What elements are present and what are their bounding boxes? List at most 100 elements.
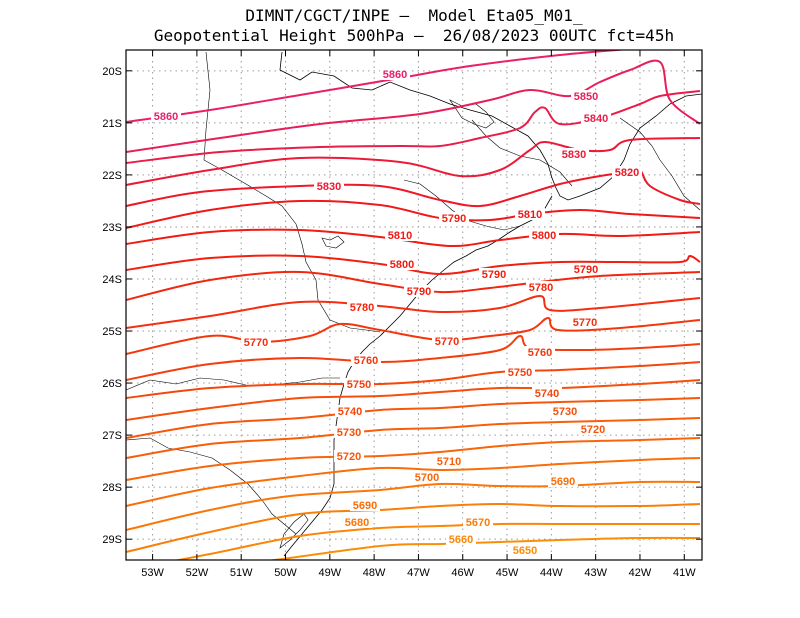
contour-line-5710	[126, 417, 701, 459]
state-border	[471, 119, 573, 187]
contour-label: 5670	[466, 517, 490, 529]
contour-label: 5690	[551, 476, 575, 488]
contour-line-5850	[126, 59, 701, 153]
contour-label-bg	[525, 346, 555, 358]
contour-label-bg	[571, 263, 601, 275]
lat-tick-label: 23S	[102, 222, 122, 234]
contour-line-5800	[126, 228, 701, 248]
contour-line-5690	[126, 457, 701, 507]
contour-label: 5760	[354, 355, 378, 367]
contour-label: 5740	[535, 388, 559, 400]
contour-label: 5660	[449, 534, 473, 546]
contour-label: 5740	[338, 406, 362, 418]
lon-tick-label: 48W	[363, 567, 386, 579]
lat-tick-label: 24S	[102, 274, 122, 286]
title-line-2: Geopotential Height 500hPa – 26/08/2023 …	[153, 26, 675, 45]
contour-label-bg	[570, 316, 600, 328]
contour-line-5790	[126, 254, 701, 276]
contour-label-bg	[434, 455, 464, 467]
contour-label-bg	[571, 90, 601, 102]
contour-line-5810	[126, 199, 701, 229]
lat-tick-label: 21S	[102, 118, 122, 130]
contour-label-bg	[344, 378, 374, 390]
lon-tick-label: 52W	[186, 567, 209, 579]
contour-label-bg	[439, 212, 469, 224]
contour-line-5680	[126, 480, 701, 531]
contour-line-5740	[126, 361, 701, 399]
lon-tick-label: 43W	[584, 567, 607, 579]
contour-label: 5790	[407, 286, 431, 298]
lat-tick-label: 22S	[102, 170, 122, 182]
contour-label-bg	[334, 426, 364, 438]
contour-line-5840	[126, 90, 701, 164]
state-border	[619, 117, 701, 211]
contour-label-bg	[529, 229, 559, 241]
contour-label: 5770	[435, 336, 459, 348]
contour-line-5720	[126, 397, 701, 439]
contour-label: 5830	[317, 181, 341, 193]
contour-label: 5770	[573, 317, 597, 329]
contour-label-bg	[526, 281, 556, 293]
lon-tick-label: 49W	[319, 567, 342, 579]
contour-label: 5650	[513, 545, 537, 557]
contour-label-bg	[515, 208, 545, 220]
contour-label: 5800	[532, 230, 556, 242]
reservoir	[321, 235, 345, 249]
contour-line-5770	[126, 294, 701, 329]
contour-label-bg	[351, 354, 381, 366]
contour-label: 5750	[347, 379, 371, 391]
contour-label-bg	[578, 423, 608, 435]
contour-label-bg	[314, 180, 344, 192]
contour-label: 5800	[390, 259, 414, 271]
contour-label: 5810	[388, 230, 412, 242]
contour-label: 5790	[482, 269, 506, 281]
contour-label: 5770	[244, 337, 268, 349]
state-border	[203, 51, 381, 333]
lat-tick-label: 25S	[102, 326, 122, 338]
lat-tick-label: 27S	[102, 430, 122, 442]
lon-tick-label: 44W	[540, 567, 563, 579]
contour-label-bg	[550, 405, 580, 417]
contour-label-bg	[342, 516, 372, 528]
contour-label-bg	[548, 475, 578, 487]
contour-line-5730	[126, 379, 701, 421]
lon-tick-label: 45W	[496, 567, 519, 579]
state-border	[126, 377, 340, 391]
lon-tick-label: 41W	[673, 567, 696, 579]
contour-label-bg	[479, 268, 509, 280]
contour-label: 5860	[383, 69, 407, 81]
contour-label-bg	[335, 405, 365, 417]
contour-label-bg	[510, 544, 540, 556]
lat-tick-label: 29S	[102, 534, 122, 546]
contour-label-bg	[532, 387, 562, 399]
contour-label-bg	[559, 148, 589, 160]
contour-label: 5710	[437, 456, 461, 468]
contour-label: 5730	[553, 406, 577, 418]
contour-label: 5760	[528, 347, 552, 359]
contour-label: 5730	[337, 427, 361, 439]
contour-label-bg	[463, 516, 493, 528]
contour-label-bg	[380, 68, 410, 80]
contour-label: 5860	[154, 111, 178, 123]
lon-tick-label: 46W	[451, 567, 474, 579]
coastline	[283, 195, 553, 557]
contour-label-bg	[446, 533, 476, 545]
contour-label: 5680	[345, 517, 369, 529]
contour-label: 5790	[574, 264, 598, 276]
lon-tick-label: 42W	[629, 567, 652, 579]
contour-label: 5720	[337, 451, 361, 463]
contour-label: 5690	[353, 500, 377, 512]
contour-line-5670	[126, 503, 701, 553]
contour-line-5830	[126, 137, 701, 186]
lon-tick-label: 51W	[230, 567, 253, 579]
contour-label: 5700	[415, 472, 439, 484]
lat-tick-label: 26S	[102, 378, 122, 390]
map-frame	[125, 49, 703, 561]
contour-label-bg	[432, 335, 462, 347]
contour-label: 5720	[581, 424, 605, 436]
title-line-1: DIMNT/CGCT/INPE – Model Eta05_M01_	[245, 6, 583, 25]
contour-label: 5780	[529, 282, 553, 294]
contour-line-5780	[126, 270, 701, 301]
contour-label-bg	[241, 336, 271, 348]
